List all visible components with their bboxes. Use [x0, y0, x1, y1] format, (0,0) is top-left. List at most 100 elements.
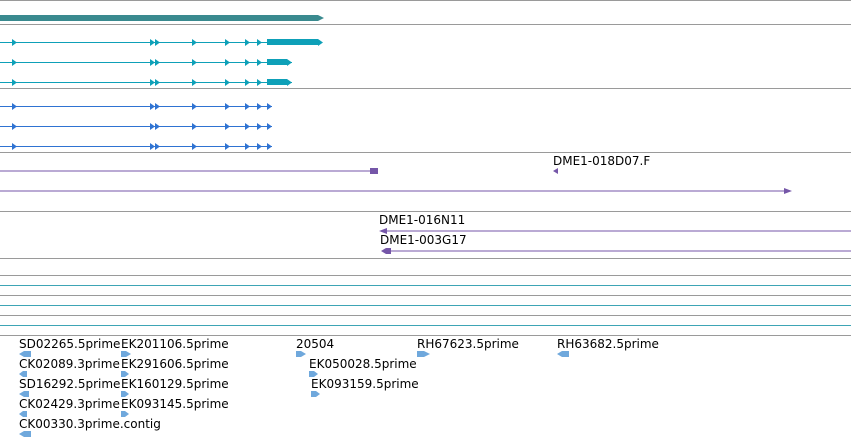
est-feature-EK050028[interactable] [309, 371, 318, 377]
exon-marker [257, 59, 262, 66]
exon-marker [150, 143, 155, 150]
est-feature-SD16292[interactable] [19, 391, 29, 397]
strand-arrow [267, 123, 272, 130]
exon-marker [150, 79, 155, 86]
est-feature-RH63682[interactable] [557, 351, 569, 357]
exon-marker [192, 59, 197, 66]
exon-marker [257, 143, 262, 150]
est-label: EK160129.5prime [121, 377, 229, 391]
clone-label-003G17: DME1-003G17 [380, 233, 467, 247]
clone-feature-1[interactable] [0, 168, 378, 174]
transcript-feature[interactable] [0, 103, 272, 110]
transcript-feature[interactable] [0, 143, 272, 150]
exon-marker [245, 143, 250, 150]
cyan-transcript-track [0, 39, 323, 86]
gene-span-feature[interactable] [0, 15, 324, 21]
clone-feature-2[interactable] [0, 188, 792, 194]
strand-arrow [287, 59, 292, 66]
track-separators [0, 0, 851, 336]
exon-marker [155, 143, 160, 150]
clone-label-018D07: DME1-018D07.F [553, 154, 651, 168]
est-feature-SD02265[interactable] [19, 351, 31, 357]
exon-marker [155, 39, 160, 46]
exon-marker [245, 59, 250, 66]
strand-arrow [287, 79, 292, 86]
est-feature-RH67623[interactable] [417, 351, 430, 357]
est-feature-EK160129[interactable] [121, 391, 129, 397]
clone-feature-018D07[interactable] [553, 168, 558, 174]
exon-marker [12, 59, 17, 66]
strand-arrow [267, 143, 272, 150]
est-label: EK093159.5prime [311, 377, 419, 391]
est-feature-EK093145[interactable] [121, 411, 129, 417]
exon-marker [225, 143, 230, 150]
exon-marker [150, 59, 155, 66]
coding-exon [267, 59, 287, 65]
exon-marker [245, 103, 250, 110]
coding-exon [267, 79, 287, 85]
exon-marker [155, 103, 160, 110]
est-feature-CK02089[interactable] [19, 371, 27, 377]
exon-marker [12, 143, 17, 150]
est-label: CK00330.3prime.contig [19, 417, 161, 431]
empty-track-rows [0, 285, 851, 326]
est-feature-EK291606[interactable] [121, 371, 129, 377]
exon-marker [245, 79, 250, 86]
exon-marker [150, 123, 155, 130]
exon-marker [192, 79, 197, 86]
est-feature-EK093159[interactable] [311, 391, 320, 397]
est-feature-CK02429[interactable] [19, 411, 27, 417]
exon-marker [12, 79, 17, 86]
coding-exon [267, 39, 318, 45]
exon-marker [225, 123, 230, 130]
est-label: CK02089.3prime [19, 357, 120, 371]
est-label: RH67623.5prime [417, 337, 519, 351]
transcript-feature[interactable] [0, 59, 292, 66]
est-label: EK201106.5prime [121, 337, 229, 351]
transcript-feature[interactable] [0, 79, 292, 86]
clone-track [0, 168, 851, 254]
exon-marker [225, 103, 230, 110]
exon-marker [257, 103, 262, 110]
exon-marker [12, 39, 17, 46]
est-label: EK291606.5prime [121, 357, 229, 371]
exon-marker [150, 39, 155, 46]
exon-marker [257, 123, 262, 130]
est-label: EK050028.5prime [309, 357, 417, 371]
exon-marker [225, 39, 230, 46]
transcript-feature[interactable] [0, 123, 272, 130]
exon-marker [12, 103, 17, 110]
exon-marker [12, 123, 17, 130]
exon-marker [192, 39, 197, 46]
exon-marker [192, 143, 197, 150]
transcript-feature[interactable] [0, 39, 323, 46]
strand-arrow [267, 103, 272, 110]
est-label: SD02265.5prime [19, 337, 121, 351]
exon-marker [150, 103, 155, 110]
exon-marker [225, 79, 230, 86]
est-label: RH63682.5prime [557, 337, 659, 351]
est-feature-EK201106[interactable] [121, 351, 131, 357]
est-label: 20504 [296, 337, 335, 351]
exon-marker [155, 79, 160, 86]
exon-marker [245, 39, 250, 46]
strand-arrow [318, 39, 323, 46]
blue-transcript-track [0, 103, 272, 150]
exon-marker [192, 123, 197, 130]
est-label: EK093145.5prime [121, 397, 229, 411]
est-label: SD16292.5prime [19, 377, 121, 391]
exon-marker [155, 59, 160, 66]
exon-marker [257, 39, 262, 46]
est-label: CK02429.3prime [19, 397, 120, 411]
est-feature-CK00330[interactable] [19, 431, 31, 437]
exon-marker [245, 123, 250, 130]
est-feature-20504[interactable] [296, 351, 306, 357]
exon-marker [155, 123, 160, 130]
clone-label-016N11: DME1-016N11 [379, 213, 466, 227]
exon-marker [192, 103, 197, 110]
clone-feature-003G17[interactable] [381, 248, 851, 254]
clone-feature-016N11[interactable] [379, 228, 851, 234]
exon-marker [225, 59, 230, 66]
